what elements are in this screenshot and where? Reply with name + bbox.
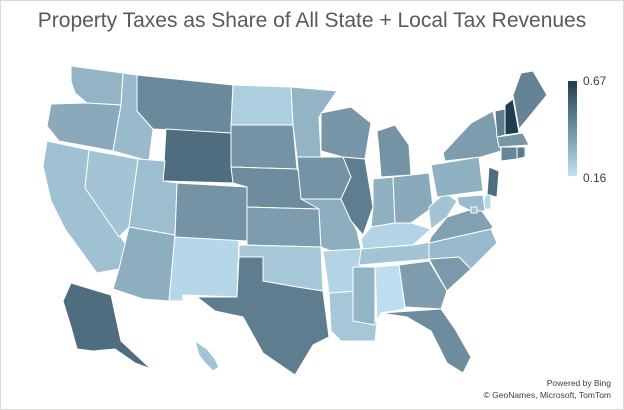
- state-nv: [84, 149, 139, 238]
- state-tx: [196, 256, 330, 376]
- state-mi: [376, 124, 412, 178]
- state-oh: [392, 172, 434, 224]
- state-pa: [430, 156, 484, 198]
- state-ga: [398, 260, 448, 310]
- state-in: [370, 176, 396, 228]
- state-al: [374, 264, 406, 322]
- state-hi: [194, 340, 220, 372]
- credit-attribution: © GeoNames, Microsoft, TomTom: [483, 390, 612, 400]
- state-ct: [500, 146, 518, 162]
- state-fl: [380, 308, 472, 374]
- state-nd: [230, 84, 294, 126]
- state-me: [512, 70, 548, 130]
- state-dc: [470, 206, 478, 214]
- state-md: [456, 194, 486, 212]
- state-az: [112, 226, 176, 302]
- state-ri: [516, 146, 526, 160]
- state-wy: [162, 128, 234, 184]
- state-ms: [352, 266, 376, 326]
- state-ma: [496, 132, 530, 148]
- state-wi: [320, 106, 372, 160]
- state-ks: [246, 206, 322, 248]
- legend-max-label: 0.67: [583, 74, 607, 88]
- state-mt: [136, 74, 234, 134]
- state-ak: [62, 282, 152, 370]
- legend-color-bar: [568, 81, 577, 176]
- state-nj: [486, 166, 500, 198]
- state-sd: [230, 124, 298, 170]
- state-nh: [504, 98, 520, 136]
- state-ia: [296, 156, 352, 200]
- chart-title: Property Taxes as Share of All State + L…: [37, 9, 587, 32]
- state-ny: [442, 110, 502, 162]
- state-vt: [494, 108, 506, 138]
- state-il: [340, 156, 374, 236]
- state-co: [174, 182, 248, 242]
- state-nm: [168, 234, 240, 302]
- credit-powered-by: Powered by Bing: [546, 378, 611, 388]
- states-layer: [42, 65, 548, 376]
- state-wa: [70, 65, 124, 106]
- legend-min-label: 0.16: [583, 171, 607, 185]
